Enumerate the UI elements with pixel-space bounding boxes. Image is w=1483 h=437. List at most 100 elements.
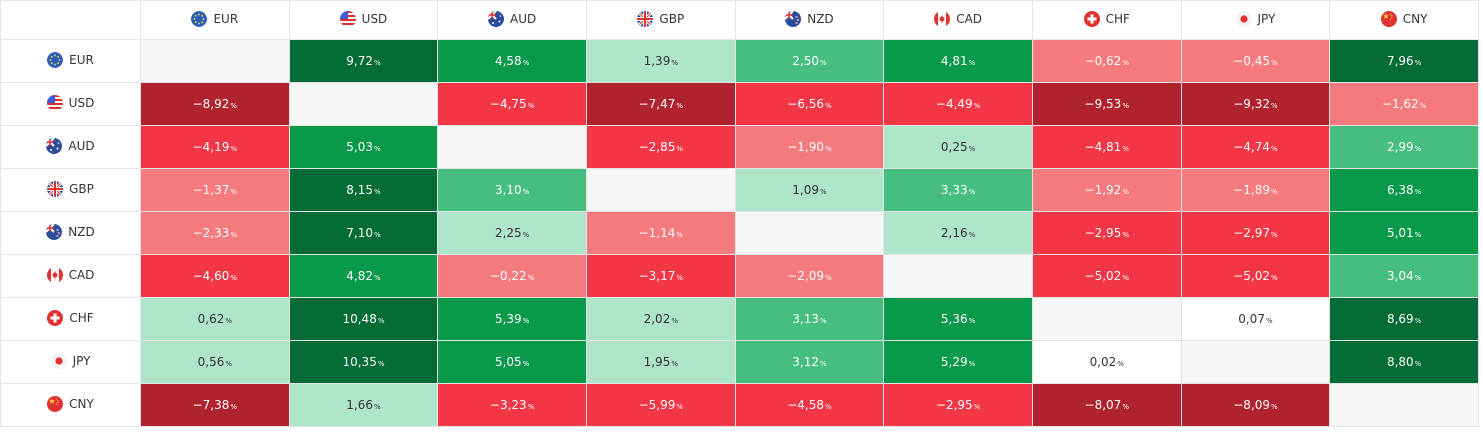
heatmap-cell[interactable]: −4,75% — [437, 82, 587, 126]
percent-sign: % — [522, 360, 530, 368]
row-header-aud[interactable]: AUD — [0, 125, 141, 169]
heatmap-cell[interactable]: −3,17% — [585, 254, 736, 298]
heatmap-cell[interactable]: 2,16% — [883, 211, 1033, 255]
heatmap-cell[interactable]: 0,07% — [1180, 297, 1331, 341]
heatmap-cell[interactable]: 3,13% — [734, 297, 885, 341]
heatmap-cell[interactable]: −4,49% — [883, 82, 1033, 126]
ch-flag-icon — [47, 309, 64, 326]
col-header-chf[interactable]: CHF — [1031, 0, 1182, 40]
heatmap-cell[interactable]: 5,36% — [883, 297, 1033, 341]
heatmap-cell[interactable]: 6,38% — [1329, 168, 1479, 212]
heatmap-cell[interactable]: 2,25% — [437, 211, 587, 255]
row-header-cny[interactable]: CNY — [0, 383, 141, 427]
row-header-gbp[interactable]: GBP — [0, 168, 141, 212]
col-header-gbp[interactable]: GBP — [585, 0, 736, 40]
heatmap-cell[interactable]: −0,45% — [1180, 39, 1331, 83]
heatmap-cell[interactable]: 7,96% — [1329, 39, 1479, 83]
heatmap-cell[interactable]: −9,53% — [1031, 82, 1182, 126]
percent-sign: % — [671, 59, 678, 67]
heatmap-cell[interactable]: 3,33% — [883, 168, 1033, 212]
heatmap-cell[interactable]: −2,97% — [1180, 211, 1331, 255]
heatmap-cell[interactable]: −5,02% — [1031, 254, 1182, 298]
heatmap-cell[interactable]: 5,05% — [437, 340, 587, 384]
heatmap-cell[interactable]: 1,66% — [288, 383, 439, 427]
heatmap-cell[interactable]: −2,95% — [883, 383, 1033, 427]
heatmap-cell[interactable]: 0,56% — [140, 340, 290, 384]
cell-value: 5,29 — [940, 355, 968, 369]
col-header-aud[interactable]: AUD — [437, 0, 587, 40]
heatmap-cell[interactable]: 8,69% — [1329, 297, 1479, 341]
heatmap-cell[interactable]: 5,39% — [437, 297, 587, 341]
col-header-eur[interactable]: EUR — [140, 0, 290, 40]
row-header-usd[interactable]: USD — [0, 82, 141, 126]
heatmap-cell[interactable]: −1,89% — [1180, 168, 1331, 212]
heatmap-cell[interactable]: 1,09% — [734, 168, 885, 212]
heatmap-cell[interactable]: −7,38% — [140, 383, 290, 427]
heatmap-cell[interactable]: −5,99% — [585, 383, 736, 427]
heatmap-cell[interactable]: 8,80% — [1329, 340, 1479, 384]
heatmap-cell[interactable]: 1,95% — [585, 340, 736, 384]
heatmap-cell[interactable]: −4,74% — [1180, 125, 1331, 169]
heatmap-cell[interactable]: 4,58% — [437, 39, 587, 83]
col-header-jpy[interactable]: JPY — [1180, 0, 1331, 40]
heatmap-cell[interactable]: 5,01% — [1329, 211, 1479, 255]
col-header-usd[interactable]: USD — [288, 0, 439, 40]
heatmap-cell[interactable]: 9,72% — [288, 39, 439, 83]
heatmap-cell[interactable]: −7,47% — [585, 82, 736, 126]
heatmap-cell[interactable]: 10,35% — [288, 340, 439, 384]
percent-sign: % — [825, 102, 832, 110]
heatmap-cell[interactable]: −1,90% — [734, 125, 885, 169]
heatmap-cell[interactable]: −0,62% — [1031, 39, 1182, 83]
table-row: CAD −4,60% 4,82% −0,22% −3,17% −2,09% −5… — [0, 254, 1479, 298]
row-header-cad[interactable]: CAD — [0, 254, 141, 298]
heatmap-cell[interactable]: −4,19% — [140, 125, 290, 169]
heatmap-cell[interactable]: 0,25% — [883, 125, 1033, 169]
heatmap-cell[interactable]: −6,56% — [734, 82, 885, 126]
heatmap-cell[interactable]: 2,99% — [1329, 125, 1479, 169]
heatmap-cell[interactable]: −9,32% — [1180, 82, 1331, 126]
heatmap-cell[interactable]: −3,23% — [437, 383, 587, 427]
heatmap-cell[interactable]: −2,09% — [734, 254, 885, 298]
heatmap-cell[interactable]: −8,07% — [1031, 383, 1182, 427]
row-header-eur[interactable]: EUR — [0, 39, 141, 83]
table-row: USD −8,92% −4,75% −7,47% −6,56% −4,49% −… — [0, 82, 1479, 126]
heatmap-cell[interactable]: −1,62% — [1329, 82, 1479, 126]
heatmap-cell[interactable]: 0,62% — [140, 297, 290, 341]
heatmap-cell[interactable]: 0,02% — [1031, 340, 1182, 384]
row-header-jpy[interactable]: JPY — [0, 340, 141, 384]
heatmap-cell[interactable]: 2,50% — [734, 39, 885, 83]
heatmap-cell[interactable]: −2,95% — [1031, 211, 1182, 255]
heatmap-cell[interactable]: −4,81% — [1031, 125, 1182, 169]
heatmap-cell[interactable]: −2,33% — [140, 211, 290, 255]
heatmap-cell[interactable]: −2,85% — [585, 125, 736, 169]
cell-value: 1,39 — [643, 54, 671, 68]
heatmap-cell[interactable]: −1,14% — [585, 211, 736, 255]
heatmap-cell[interactable]: −0,22% — [437, 254, 587, 298]
heatmap-cell[interactable]: 3,12% — [734, 340, 885, 384]
heatmap-cell[interactable]: 4,82% — [288, 254, 439, 298]
heatmap-cell[interactable]: 2,02% — [585, 297, 736, 341]
row-header-chf[interactable]: CHF — [0, 297, 141, 341]
heatmap-cell[interactable]: −8,92% — [140, 82, 290, 126]
heatmap-cell[interactable]: 4,81% — [883, 39, 1033, 83]
heatmap-cell[interactable]: 5,03% — [288, 125, 439, 169]
heatmap-cell[interactable]: −5,02% — [1180, 254, 1331, 298]
heatmap-cell[interactable]: 8,15% — [288, 168, 439, 212]
heatmap-cell[interactable]: 5,29% — [883, 340, 1033, 384]
col-header-nzd[interactable]: NZD — [734, 0, 885, 40]
col-header-cny[interactable]: CNY — [1329, 0, 1479, 40]
heatmap-cell[interactable]: 1,39% — [585, 39, 736, 83]
cell-value: 2,99 — [1386, 140, 1414, 154]
heatmap-cell[interactable]: 3,10% — [437, 168, 587, 212]
row-header-nzd[interactable]: NZD — [0, 211, 141, 255]
row-header-label: NZD — [68, 224, 95, 239]
heatmap-cell[interactable]: 3,04% — [1329, 254, 1479, 298]
col-header-cad[interactable]: CAD — [883, 0, 1033, 40]
heatmap-cell[interactable]: −4,60% — [140, 254, 290, 298]
heatmap-cell[interactable]: 10,48% — [288, 297, 439, 341]
heatmap-cell[interactable]: 7,10% — [288, 211, 439, 255]
heatmap-cell[interactable]: −1,37% — [140, 168, 290, 212]
heatmap-cell[interactable]: −8,09% — [1180, 383, 1331, 427]
heatmap-cell[interactable]: −1,92% — [1031, 168, 1182, 212]
heatmap-cell[interactable]: −4,58% — [734, 383, 885, 427]
